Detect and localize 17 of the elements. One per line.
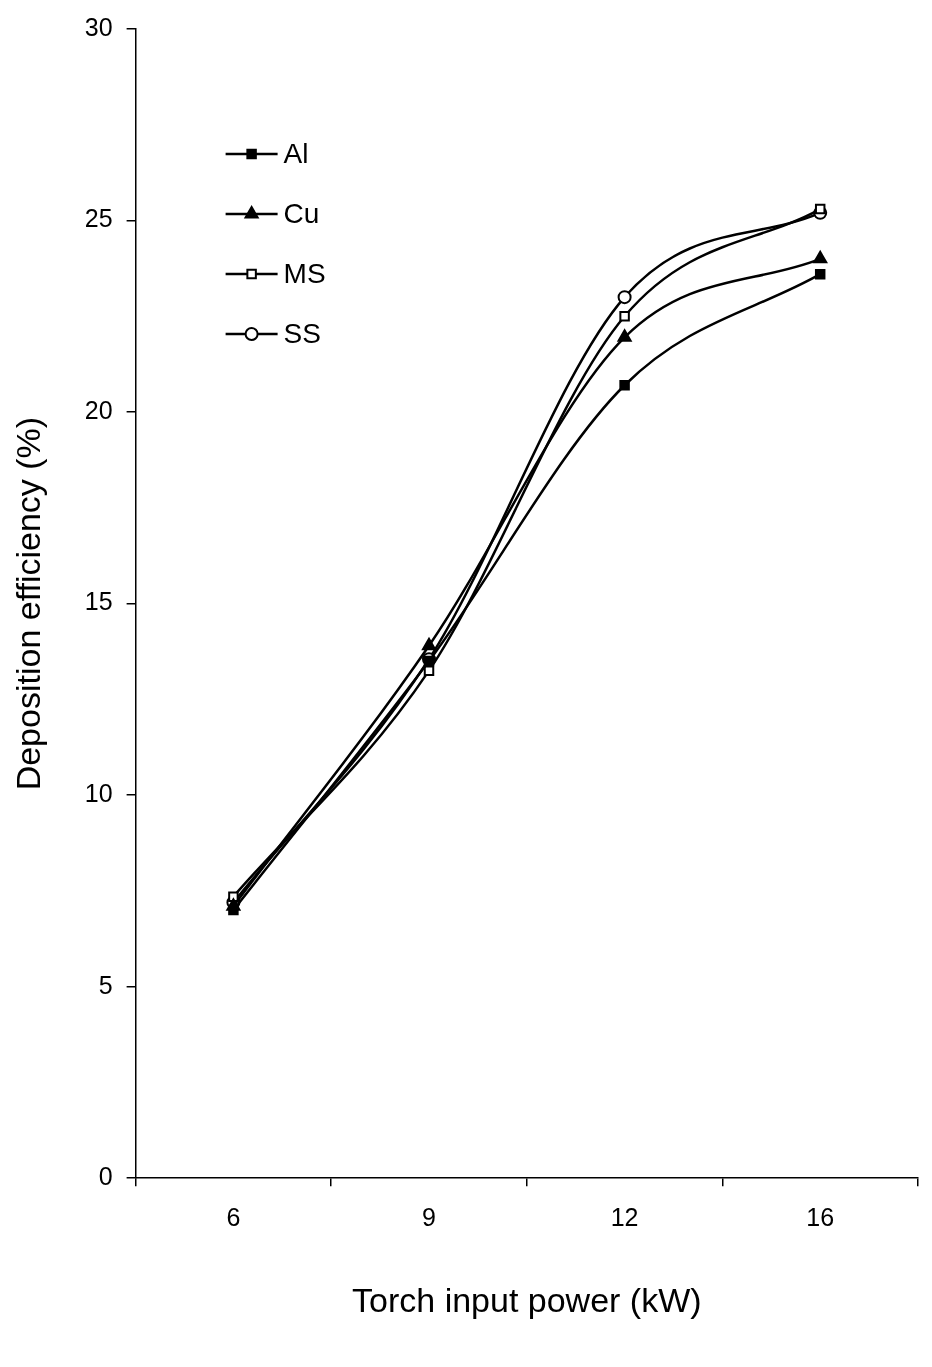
x-tick-label: 16 [806,1203,835,1232]
y-tick-label: 25 [84,204,113,233]
x-tick-label: 12 [610,1203,639,1232]
y-axis-title: Deposition efficiency (%) [8,416,47,791]
y-tick-label: 30 [84,12,113,41]
x-tick-label: 6 [226,1203,241,1232]
legend-label: Cu [283,197,320,229]
x-axis-title: Torch input power (kW) [352,1280,702,1319]
y-tick-label: 15 [84,587,113,616]
y-tick-label: 10 [84,779,113,808]
x-tick-label: 9 [422,1203,436,1232]
y-tick-label: 20 [84,395,113,424]
y-tick-label: 5 [98,970,113,999]
y-tick-label: 0 [98,1162,113,1191]
legend-label: MS [283,257,326,289]
legend-label: SS [283,317,321,349]
legend-label: Al [283,137,309,169]
